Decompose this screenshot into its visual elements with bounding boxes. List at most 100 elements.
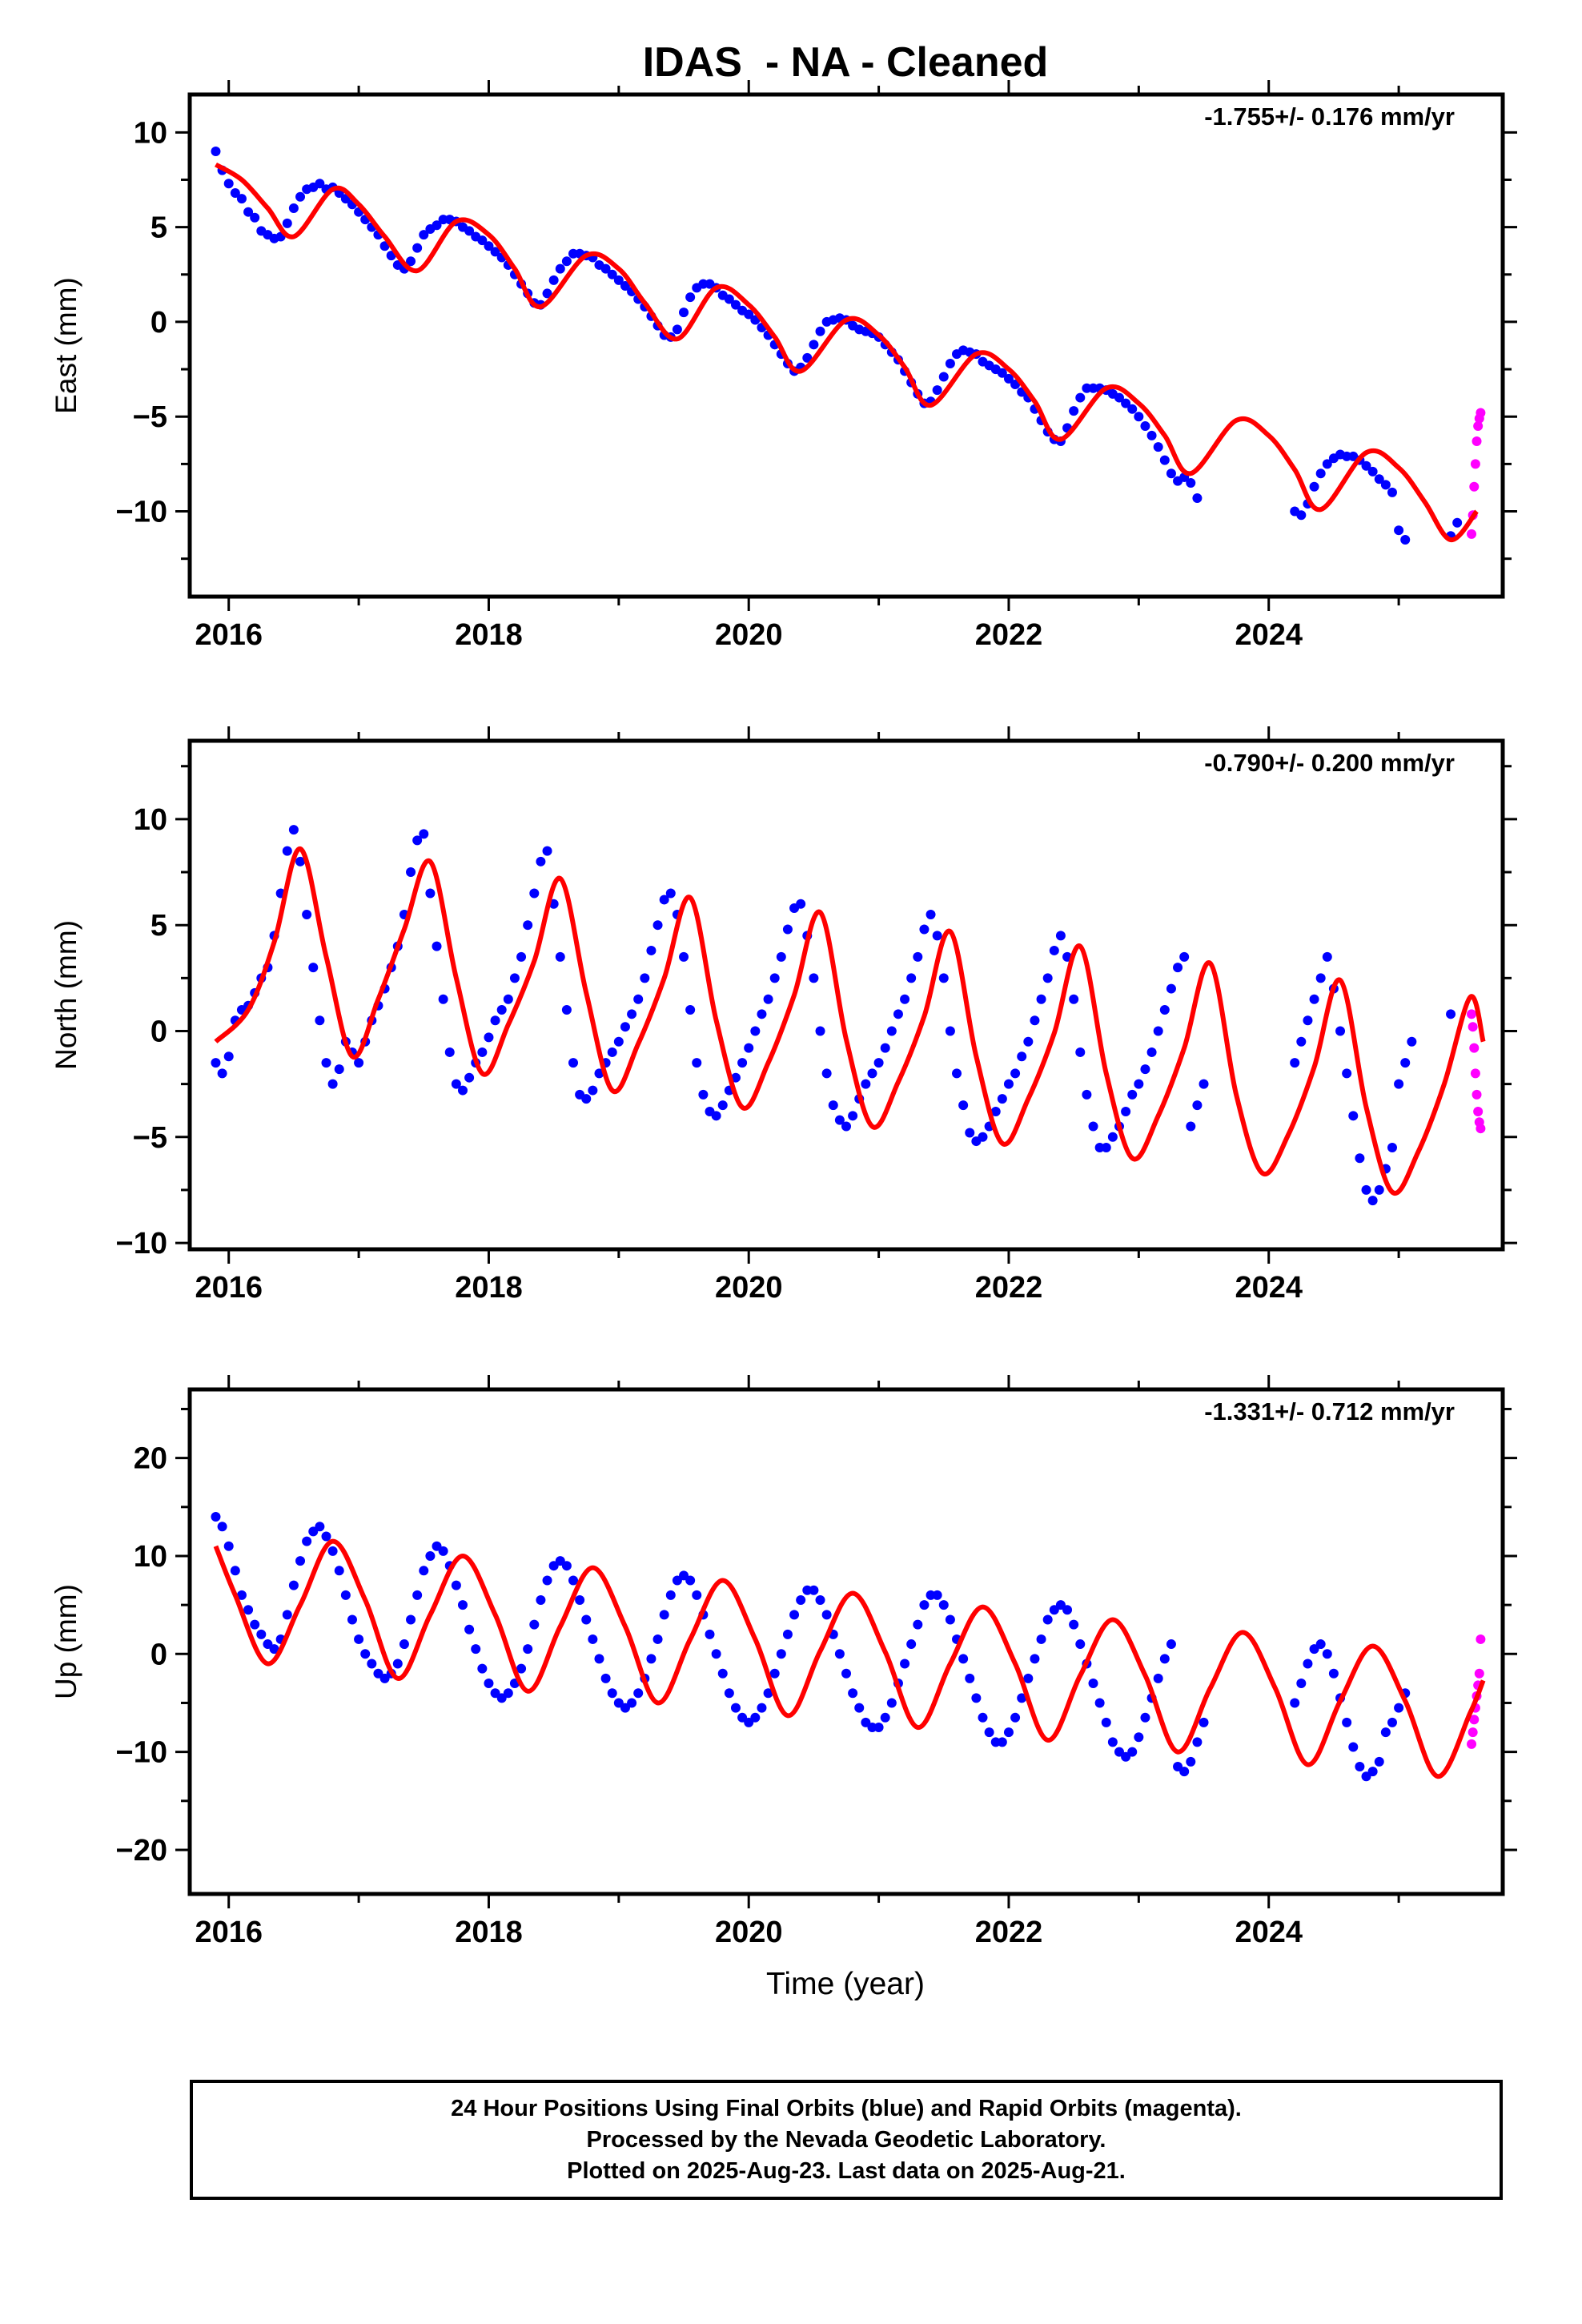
final-orbit-point <box>438 1546 448 1556</box>
final-orbit-point <box>568 1058 579 1068</box>
final-orbit-point <box>490 1015 500 1026</box>
final-orbit-point <box>665 1590 676 1600</box>
final-orbit-point <box>782 924 793 935</box>
rapid-orbit-point <box>1473 1107 1484 1117</box>
final-orbit-point <box>1010 1068 1021 1079</box>
y-tick-label: 10 <box>134 116 167 150</box>
final-orbit-point <box>1342 1068 1352 1079</box>
final-orbit-point <box>575 1595 585 1606</box>
final-orbit-point <box>997 1737 1007 1747</box>
final-orbit-point <box>1186 1756 1196 1767</box>
final-orbit-point <box>906 973 917 983</box>
final-orbit-point <box>1101 1717 1111 1727</box>
final-orbit-point <box>672 324 682 335</box>
final-orbit-point <box>1069 1619 1079 1630</box>
final-orbit-point <box>457 1085 468 1096</box>
final-orbit-point <box>1328 1668 1339 1679</box>
y-axis-label: Up (mm) <box>50 1584 82 1699</box>
y-tick-label: −5 <box>133 400 167 434</box>
final-orbit-point <box>412 835 423 846</box>
final-orbit-point <box>600 263 611 274</box>
final-orbit-point <box>652 1634 663 1644</box>
final-orbit-point <box>1465 0 1475 5</box>
final-orbit-point <box>730 300 741 310</box>
final-orbit-point <box>782 1629 793 1639</box>
final-orbit-point <box>288 203 299 213</box>
y-tick-label: 5 <box>151 909 167 943</box>
footer-line-1: 24 Hour Positions Using Final Orbits (bl… <box>451 2095 1242 2121</box>
final-orbit-point <box>211 146 221 156</box>
final-orbit-point <box>561 256 572 267</box>
final-orbit-point <box>1036 994 1046 1004</box>
final-orbit-point <box>861 1079 871 1089</box>
final-orbit-point <box>1348 1742 1359 1752</box>
final-orbit-point <box>1407 0 1416 5</box>
final-orbit-point <box>321 1531 331 1542</box>
final-orbit-point <box>236 194 247 204</box>
rapid-orbit-point <box>1470 459 1480 469</box>
final-orbit-point <box>1023 1673 1034 1683</box>
final-orbit-point <box>607 269 617 279</box>
final-orbit-point <box>1127 1089 1138 1100</box>
footer-box: 24 Hour Positions Using Final Orbits (bl… <box>190 2080 1503 2200</box>
final-orbit-point <box>223 179 234 189</box>
final-orbit-point <box>1465 0 1475 5</box>
final-orbit-point <box>776 1649 786 1659</box>
final-orbit-point <box>646 1654 656 1664</box>
final-orbit-point <box>484 241 494 251</box>
final-orbit-point <box>1082 1089 1092 1100</box>
final-orbit-point <box>1003 1079 1014 1089</box>
final-orbit-point <box>1159 1654 1170 1664</box>
final-orbit-point <box>542 288 552 299</box>
rapid-orbit-point <box>1470 1068 1480 1079</box>
rate-label: -0.790+/- 0.200 mm/yr <box>1204 749 1455 777</box>
rapid-orbit-point <box>1474 1668 1484 1679</box>
final-orbit-point <box>1166 468 1176 479</box>
final-orbit-point <box>1296 1678 1307 1688</box>
final-orbit-point <box>425 1550 436 1561</box>
final-orbit-point <box>1166 1639 1176 1650</box>
final-orbit-point <box>971 1693 982 1703</box>
y-tick-label: 0 <box>151 1015 167 1048</box>
footer-line-3: Plotted on 2025-Aug-23. Last data on 202… <box>567 2157 1126 2184</box>
final-orbit-point <box>1367 466 1378 476</box>
final-orbit-point <box>432 220 442 231</box>
x-tick-label: 2020 <box>715 618 783 652</box>
final-orbit-point <box>484 1678 494 1688</box>
final-orbit-point <box>1309 481 1319 492</box>
final-orbit-point <box>321 1058 331 1068</box>
final-orbit-point <box>542 1575 552 1586</box>
final-orbit-point <box>600 1673 611 1683</box>
final-orbit-point <box>581 1094 592 1104</box>
final-orbit-point <box>1192 1737 1203 1747</box>
final-orbit-point <box>548 275 559 285</box>
final-orbit-point <box>1003 373 1014 384</box>
final-orbit-point <box>815 1595 825 1606</box>
final-orbit-point <box>1030 1015 1040 1026</box>
final-orbit-point <box>717 1100 728 1111</box>
y-tick-label: −10 <box>116 496 167 529</box>
final-orbit-point <box>938 372 949 382</box>
final-orbit-point <box>354 1634 364 1644</box>
final-orbit-point <box>496 1005 507 1015</box>
final-orbit-point <box>1446 0 1456 5</box>
final-orbit-point <box>1335 1026 1346 1036</box>
final-orbit-point <box>432 941 442 951</box>
final-orbit-point <box>477 1663 488 1674</box>
final-orbit-point <box>613 275 624 285</box>
final-orbit-point <box>750 1026 761 1036</box>
final-orbit-point <box>1387 1717 1397 1727</box>
final-orbit-point <box>516 1663 527 1674</box>
final-orbit-point <box>1459 0 1468 5</box>
final-orbit-point <box>841 1121 851 1132</box>
final-orbit-point <box>1121 1107 1131 1117</box>
final-orbit-point <box>406 1614 416 1625</box>
final-orbit-point <box>802 352 813 363</box>
final-orbit-point <box>692 1590 702 1600</box>
x-tick-label: 2020 <box>715 1271 783 1305</box>
y-tick-label: 0 <box>151 306 167 340</box>
final-orbit-point <box>815 1026 825 1036</box>
final-orbit-point <box>821 1068 832 1079</box>
final-orbit-point <box>1355 1761 1365 1771</box>
final-orbit-point <box>315 1015 325 1026</box>
